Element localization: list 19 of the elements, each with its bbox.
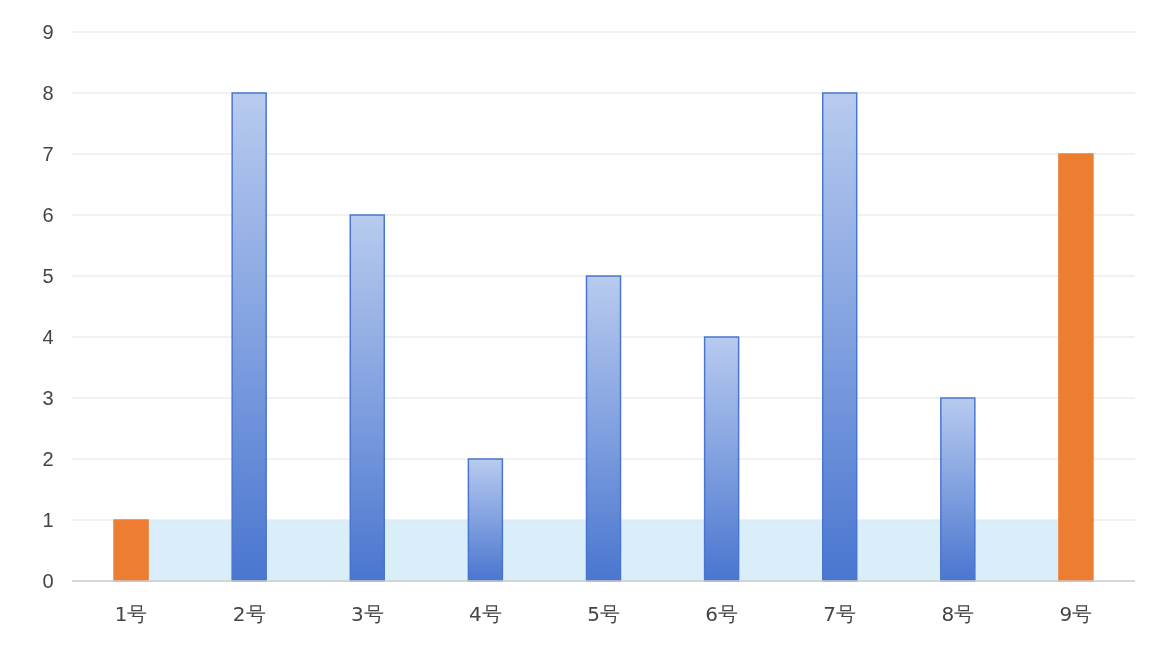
y-tick-label: 9 bbox=[42, 21, 54, 43]
y-tick-label: 5 bbox=[42, 265, 54, 287]
y-tick-label: 6 bbox=[42, 204, 54, 226]
x-tick-label: 8号 bbox=[941, 602, 975, 626]
y-tick-label: 7 bbox=[42, 143, 54, 165]
x-tick-label: 2号 bbox=[232, 602, 266, 626]
x-tick-label: 9号 bbox=[1059, 602, 1093, 626]
y-tick-label: 1 bbox=[42, 509, 54, 531]
x-tick-label: 3号 bbox=[350, 602, 384, 626]
x-tick-label: 7号 bbox=[823, 602, 857, 626]
y-tick-label: 4 bbox=[42, 326, 54, 348]
x-tick-label: 1号 bbox=[114, 602, 148, 626]
x-tick-label: 5号 bbox=[587, 602, 620, 626]
x-tick-label: 4号 bbox=[469, 602, 502, 626]
y-tick-label: 3 bbox=[42, 387, 54, 409]
y-tick-label: 8 bbox=[42, 82, 54, 104]
y-tick-label: 0 bbox=[42, 570, 54, 592]
y-tick-label: 2 bbox=[42, 448, 54, 470]
x-tick-label: 6号 bbox=[705, 602, 738, 626]
